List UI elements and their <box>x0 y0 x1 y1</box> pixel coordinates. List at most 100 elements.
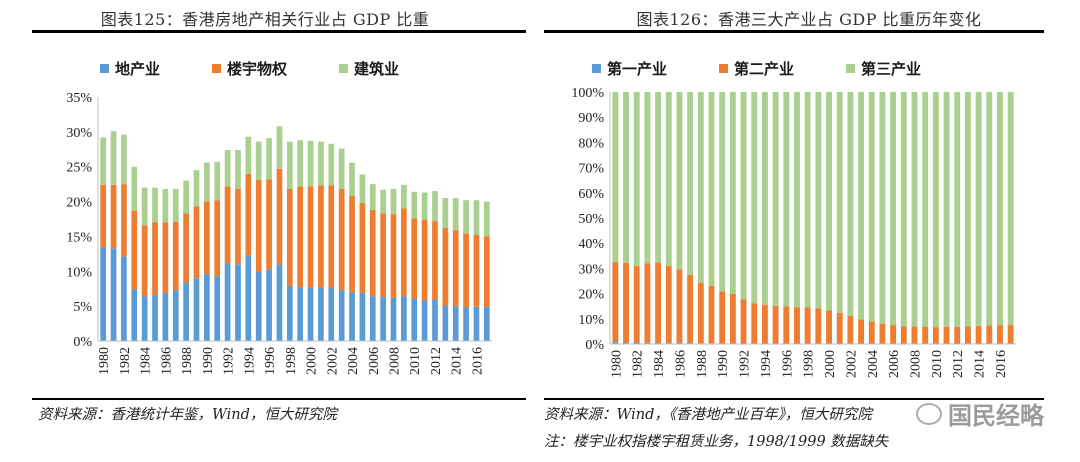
bar-segment-2-2000 <box>826 92 832 311</box>
y-tick-label: 20% <box>578 288 604 303</box>
bar-segment-1-2006 <box>369 209 376 297</box>
bar-segment-1-2017 <box>483 236 490 307</box>
bar-segment-0-1998 <box>286 285 293 341</box>
bar-segment-1-2012 <box>432 221 438 300</box>
bar-segment-1-2004 <box>868 321 875 344</box>
bar-segment-2-2013 <box>964 92 971 327</box>
bar-segment-0-1981 <box>623 342 629 344</box>
bar-segment-0-2013 <box>442 305 449 341</box>
y-tick-label: 80% <box>578 136 604 151</box>
bar-segment-2-1999 <box>815 92 822 309</box>
bar-segment-0-1996 <box>266 269 272 341</box>
legend-label: 第三产业 <box>861 60 922 78</box>
bar-segment-2-1990 <box>204 162 210 202</box>
left-stacked-bar-chart: 0% 5% 10% 15% 20% 25% 30% 35% 1980 1982 1984 1986 19… <box>66 91 492 375</box>
right-top-rule <box>544 30 1044 33</box>
bar-segment-1-1983 <box>644 263 651 343</box>
bar-segment-0-1995 <box>255 271 262 341</box>
y-tick-label: 15% <box>66 230 92 245</box>
y-tick-label: 40% <box>578 237 604 252</box>
bar-segment-1-1991 <box>214 200 221 277</box>
bar-segment-1-1988 <box>183 213 189 283</box>
legend-item-property-rights: 楼宇物权 <box>212 58 287 79</box>
bar-segment-2-1995 <box>255 141 262 180</box>
legend-item-tertiary: 第三产业 <box>846 58 921 79</box>
bar-segment-2-2017 <box>1007 92 1014 326</box>
bar-segment-1-2012 <box>954 326 961 344</box>
bar-segment-1-2008 <box>390 214 397 298</box>
bar-segment-2-2016 <box>997 92 1003 326</box>
bar-segment-2-2004 <box>349 162 355 196</box>
x-tick-label: 1994 <box>242 347 257 375</box>
x-tick-label: 1988 <box>695 350 710 378</box>
bar-segment-1-1997 <box>794 307 800 344</box>
y-tick-label: 30% <box>578 262 604 277</box>
x-tick-label: 2016 <box>470 347 485 375</box>
bar-segment-2-2000 <box>307 140 314 187</box>
bar-segment-1-1992 <box>740 299 747 344</box>
legend-label: 楼宇物权 <box>227 60 288 78</box>
bar-segment-1-2003 <box>858 319 865 344</box>
bar-segment-0-2004 <box>349 292 355 341</box>
bar-segment-0-1989 <box>193 278 200 341</box>
legend-swatch-orange <box>212 64 222 73</box>
x-tick-label: 1994 <box>759 350 774 378</box>
bar-segment-1-1982 <box>121 184 127 257</box>
watermark-text: 国民经略 <box>948 402 1044 430</box>
bar-segment-1-1989 <box>708 285 715 344</box>
x-tick-label: 2016 <box>994 350 1009 378</box>
legend-label: 地产业 <box>115 60 161 78</box>
left-legend: 地产业 楼宇物权 建筑业 <box>100 58 399 79</box>
legend-swatch-green <box>846 64 856 73</box>
bar-segment-2-1986 <box>162 189 169 223</box>
bar-segment-1-2016 <box>997 325 1003 344</box>
bar-segment-0-1994 <box>245 255 252 341</box>
bar-segment-2-1994 <box>761 92 768 305</box>
bar-segment-2-1985 <box>152 187 158 223</box>
bar-segment-2-2006 <box>369 184 376 210</box>
bar-segment-2-2008 <box>390 189 397 215</box>
bar-segment-0-2011 <box>421 300 428 341</box>
bar-segment-2-2011 <box>943 92 950 327</box>
bar-segment-2-2005 <box>359 174 366 203</box>
bar-segment-1-1985 <box>665 265 672 343</box>
bar-segment-1-1981 <box>110 184 117 249</box>
bar-segment-2-1992 <box>224 149 231 187</box>
bar-segment-1-2009 <box>922 326 929 344</box>
legend-swatch-blue <box>592 64 601 73</box>
bar-segment-0-1983 <box>131 289 138 341</box>
bar-segment-0-1986 <box>676 342 683 344</box>
bar-segment-2-2017 <box>483 201 490 237</box>
bar-segment-2-1982 <box>121 134 127 185</box>
bar-segment-0-1990 <box>204 274 210 341</box>
bar-segment-2-2004 <box>868 92 875 322</box>
bar-segment-1-2004 <box>349 195 355 293</box>
y-tick-label: 30% <box>66 126 92 141</box>
bar-segment-2-2011 <box>421 192 428 220</box>
bar-segment-2-2003 <box>858 92 865 320</box>
bar-segment-2-1998 <box>804 92 811 308</box>
bar-segment-0-2016 <box>473 306 480 341</box>
bar-segment-1-2009 <box>401 208 407 297</box>
y-tick-label: 10% <box>578 313 604 328</box>
bar-segment-0-1997 <box>276 264 283 341</box>
bar-segment-1-2016 <box>473 235 480 307</box>
bar-segment-1-1983 <box>131 210 138 290</box>
watermark: 国民经略 <box>916 396 1044 431</box>
bar-segment-2-2001 <box>836 92 843 313</box>
bar-segment-2-1980 <box>100 137 107 185</box>
bar-segment-2-1987 <box>687 92 694 275</box>
bar-segment-1-1989 <box>193 206 200 279</box>
x-tick-label: 1992 <box>738 350 753 378</box>
bar-segment-2-1992 <box>740 92 747 300</box>
x-tick-label: 2002 <box>325 347 340 375</box>
x-tick-label: 2004 <box>866 350 881 378</box>
bar-segment-0-2014 <box>452 306 459 341</box>
y-tick-label: 25% <box>66 161 92 176</box>
legend-label: 第一产业 <box>607 60 668 78</box>
bar-segment-2-1989 <box>193 170 200 207</box>
bar-segment-0-1987 <box>172 290 179 341</box>
bar-segment-1-2014 <box>975 325 982 344</box>
bar-segment-1-2011 <box>421 219 428 301</box>
bar-segment-2-2008 <box>911 92 918 327</box>
